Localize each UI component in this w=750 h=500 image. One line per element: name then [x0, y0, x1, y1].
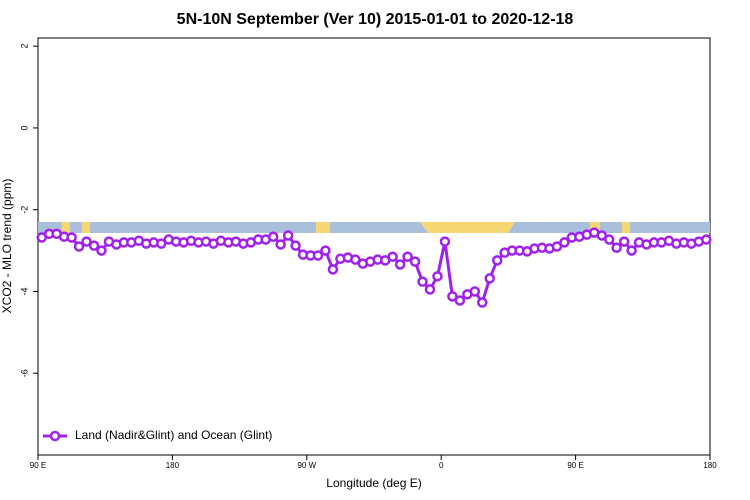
x-tick-label: 90 E: [30, 461, 46, 470]
plot-frame: [37, 37, 711, 456]
point: [96, 245, 107, 256]
point: [424, 284, 436, 295]
x-tick-label: 90 E: [567, 461, 583, 470]
land-ocean-strip: [38, 222, 710, 233]
y-tick-label: 0: [19, 125, 29, 130]
point: [417, 276, 428, 287]
point: [603, 234, 615, 245]
point: [267, 231, 279, 242]
x-tick-label: 180: [703, 461, 717, 470]
legend-marker: [49, 430, 61, 442]
point: [626, 245, 637, 256]
point: [477, 297, 488, 308]
y-tick-label: -6: [19, 369, 29, 377]
point: [290, 240, 301, 251]
point: [327, 264, 339, 275]
x-tick-label: 0: [439, 461, 444, 470]
point: [611, 242, 622, 253]
point: [66, 232, 77, 243]
x-axis-label: Longitude (deg E): [326, 476, 421, 490]
y-tick-label: -2: [19, 206, 29, 214]
y-tick-label: 2: [19, 44, 29, 49]
point: [454, 295, 466, 306]
point: [394, 259, 406, 270]
point: [282, 230, 294, 241]
point: [387, 251, 398, 262]
point: [701, 234, 712, 245]
point: [402, 251, 413, 262]
y-axis-label: XCO2 - MLO trend (ppm): [0, 179, 14, 314]
point: [312, 250, 324, 261]
point: [484, 273, 495, 284]
point: [409, 256, 421, 267]
point: [447, 291, 458, 302]
point: [155, 238, 167, 249]
chart-title: 5N-10N September (Ver 10) 2015-01-01 to …: [177, 11, 574, 28]
x-tick-label: 180: [166, 461, 180, 470]
point: [618, 236, 630, 247]
point: [551, 241, 563, 252]
legend-label: Land (Nadir&Glint) and Ocean (Glint): [75, 428, 272, 442]
x-tick-label: 90 W: [297, 461, 316, 470]
point: [439, 236, 451, 247]
point: [350, 254, 361, 265]
point: [73, 241, 85, 252]
point: [275, 239, 286, 250]
point: [88, 240, 100, 251]
point: [596, 230, 607, 241]
point: [432, 271, 443, 282]
point: [320, 245, 331, 256]
point: [469, 286, 481, 297]
y-tick-label: -4: [19, 287, 29, 295]
point: [559, 237, 570, 248]
point: [491, 255, 503, 266]
point: [81, 236, 92, 247]
